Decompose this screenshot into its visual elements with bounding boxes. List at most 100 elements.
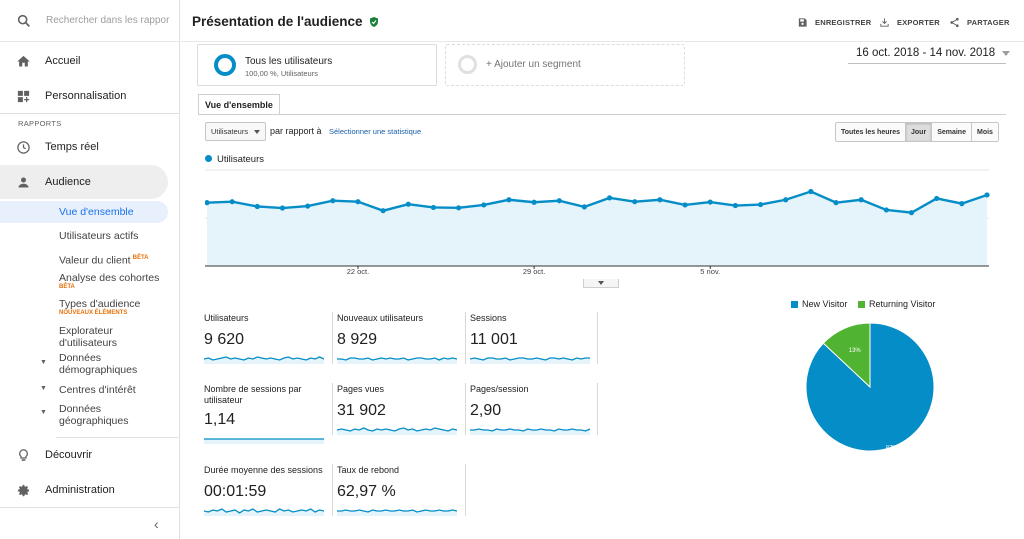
data-point[interactable]: [808, 188, 814, 195]
metric-card[interactable]: Sessions 11 001: [470, 313, 598, 364]
sidebar-item-discover[interactable]: Découvrir: [0, 438, 168, 472]
segment-all-users[interactable]: Tous les utilisateurs 100,00 %, Utilisat…: [197, 44, 437, 86]
metric-value: 62,97 %: [337, 483, 396, 500]
sidebar-subitem-geo[interactable]: Données géographiques: [0, 403, 168, 427]
sidebar-subitem-interests[interactable]: Centres d'intérêt: [0, 384, 168, 396]
data-point[interactable]: [959, 201, 965, 207]
save-label: ENREGISTRER: [815, 18, 872, 27]
data-point[interactable]: [833, 200, 839, 206]
sparkline-area: [204, 439, 324, 444]
expand-chart-toggle[interactable]: [583, 279, 619, 288]
sidebar-subitem-overview[interactable]: Vue d'ensemble: [0, 201, 168, 223]
dropdown-arrow-icon: [254, 130, 260, 134]
main-content: Présentation de l'audience ENREGISTRER E…: [181, 0, 1024, 539]
sidebar-subitem-cohort[interactable]: Analyse des cohortes BÊTA: [0, 272, 168, 291]
data-point[interactable]: [380, 208, 386, 214]
data-point[interactable]: [456, 205, 462, 211]
data-point[interactable]: [531, 199, 537, 205]
home-icon: [17, 55, 30, 66]
data-point[interactable]: [908, 210, 915, 216]
sidebar-item-admin[interactable]: Administration: [0, 473, 168, 507]
export-icon: [880, 18, 889, 27]
period-button[interactable]: Semaine: [932, 123, 972, 141]
data-point[interactable]: [934, 195, 940, 202]
caret-down-icon[interactable]: ▼: [40, 359, 47, 366]
data-point[interactable]: [254, 203, 260, 210]
x-tick-label: 29 oct.: [523, 267, 546, 274]
period-button[interactable]: Mois: [971, 123, 998, 141]
data-point[interactable]: [783, 197, 789, 203]
add-segment-button[interactable]: + Ajouter un segment: [445, 44, 685, 86]
period-button[interactable]: Toutes les heures: [836, 123, 907, 141]
sidebar-subitem-lifetime-value[interactable]: Valeur du client BÊTA: [0, 252, 168, 267]
data-point[interactable]: [279, 205, 286, 211]
caret-down-icon[interactable]: ▼: [40, 409, 47, 416]
data-point[interactable]: [632, 199, 638, 205]
date-range-picker[interactable]: 16 oct. 2018 - 14 nov. 2018: [856, 47, 1011, 59]
sidebar-subitem-label: géographiques: [59, 415, 129, 427]
sidebar-subitem-active-users[interactable]: Utilisateurs actifs: [0, 230, 168, 242]
sidebar-item-realtime[interactable]: Temps réel: [0, 130, 168, 164]
select-metric-link[interactable]: Sélectionner une statistique: [329, 127, 422, 136]
share-label: PARTAGER: [967, 18, 1010, 27]
metric-card[interactable]: Nombre de sessions par utilisateur 1,14: [204, 384, 332, 444]
x-tick-label: 22 oct.: [347, 267, 370, 274]
data-point[interactable]: [506, 197, 512, 203]
period-toggle-group: Toutes les heures Jour Semaine Mois: [835, 122, 999, 142]
sparkline-line: [470, 428, 590, 432]
data-point[interactable]: [405, 201, 411, 207]
data-point[interactable]: [305, 203, 311, 209]
save-button[interactable]: ENREGISTRER: [797, 17, 871, 28]
data-point[interactable]: [430, 204, 437, 211]
add-segment-label: + Ajouter un segment: [486, 59, 581, 70]
data-point[interactable]: [581, 204, 588, 210]
metric-card[interactable]: Nouveaux utilisateurs 8 929: [337, 313, 465, 364]
sidebar-subitem-label: Données: [59, 352, 102, 364]
sidebar-subitem-label: Données: [59, 403, 102, 415]
sidebar-subitem-label: Vue d'ensemble: [59, 206, 134, 218]
sidebar-subitem-audiences[interactable]: Types d'audience NOUVEAUX ÉLÉMENTS: [0, 298, 168, 317]
data-point[interactable]: [858, 197, 864, 203]
metric-card[interactable]: Pages vues 31 902: [337, 384, 465, 435]
data-point[interactable]: [883, 207, 889, 213]
segment-name: Tous les utilisateurs: [245, 56, 333, 67]
data-point[interactable]: [707, 199, 713, 205]
data-point[interactable]: [606, 195, 613, 201]
export-button[interactable]: EXPORTER: [879, 17, 940, 28]
x-tick-label: 5 nov.: [700, 267, 720, 274]
data-point[interactable]: [732, 202, 738, 209]
metric-label: Nombre de sessions par utilisateur: [204, 384, 302, 405]
data-point[interactable]: [682, 202, 688, 208]
data-point[interactable]: [355, 199, 361, 205]
metric-card[interactable]: Utilisateurs 9 620: [204, 313, 332, 364]
data-point[interactable]: [757, 201, 764, 208]
data-point[interactable]: [481, 202, 487, 208]
sidebar-search[interactable]: Rechercher dans les rappor: [0, 0, 179, 42]
caret-down-icon[interactable]: ▼: [40, 385, 47, 392]
collapse-sidebar-icon[interactable]: ‹: [154, 516, 159, 532]
data-point[interactable]: [657, 197, 663, 203]
tab-overview[interactable]: Vue d'ensemble: [198, 94, 280, 115]
metric-sparkline: [337, 427, 457, 435]
sidebar: Rechercher dans les rappor Accueil Perso…: [0, 0, 180, 539]
metric-card[interactable]: Taux de rebond 62,97 %: [337, 465, 465, 516]
search-input[interactable]: Rechercher dans les rappor: [46, 15, 170, 26]
sidebar-item-audience[interactable]: Audience: [0, 165, 168, 199]
period-button[interactable]: Jour: [906, 123, 933, 141]
sidebar-item-home[interactable]: Accueil: [0, 44, 168, 78]
sidebar-item-customization[interactable]: Personnalisation: [0, 79, 168, 113]
metric-card[interactable]: Durée moyenne des sessions 00:01:59: [204, 465, 332, 516]
pie-slice[interactable]: [822, 322, 871, 389]
sidebar-subitem-demographics[interactable]: Données démographiques: [0, 352, 168, 376]
sidebar-subitem-label: Valeur du client: [59, 254, 131, 267]
share-button[interactable]: PARTAGER: [949, 17, 1010, 28]
sidebar-subitem-user-explorer[interactable]: Explorateur d'utilisateurs: [0, 325, 168, 349]
data-point[interactable]: [205, 200, 210, 206]
y-tick-label: 500: [209, 168, 222, 169]
metric-card[interactable]: Pages/session 2,90: [470, 384, 598, 435]
data-point[interactable]: [330, 198, 336, 204]
data-point[interactable]: [984, 192, 990, 198]
data-point[interactable]: [229, 199, 235, 205]
data-point[interactable]: [556, 198, 562, 204]
metric-select[interactable]: Utilisateurs: [205, 122, 266, 141]
